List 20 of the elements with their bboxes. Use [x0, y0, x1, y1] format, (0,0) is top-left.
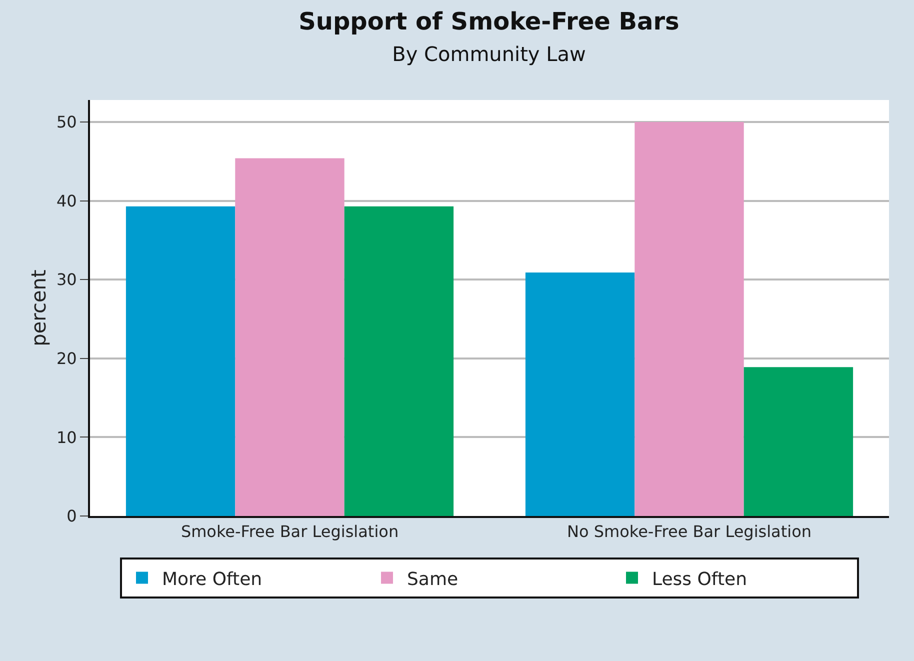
bar [634, 122, 744, 516]
x-tick-label: No Smoke-Free Bar Legislation [567, 522, 812, 542]
y-tick-label: 40 [56, 191, 77, 210]
bar [525, 272, 635, 516]
chart-title: Support of Smoke-Free Bars [298, 8, 680, 36]
y-tick-label: 50 [56, 112, 77, 132]
y-tick-label: 20 [56, 349, 77, 368]
y-tick-label: 10 [56, 428, 77, 447]
y-tick-label: 0 [66, 506, 77, 526]
chart-subtitle: By Community Law [392, 42, 586, 66]
bar [126, 206, 236, 516]
y-axis-title: percent [26, 270, 50, 346]
x-tick-label: Smoke-Free Bar Legislation [180, 522, 399, 542]
legend-label: Less Often [652, 568, 747, 590]
bar [344, 206, 454, 516]
bar [744, 367, 854, 516]
legend-label: More Often [162, 568, 262, 590]
bar [235, 158, 344, 516]
legend-label: Same [407, 568, 458, 590]
y-tick-label: 30 [56, 270, 77, 290]
